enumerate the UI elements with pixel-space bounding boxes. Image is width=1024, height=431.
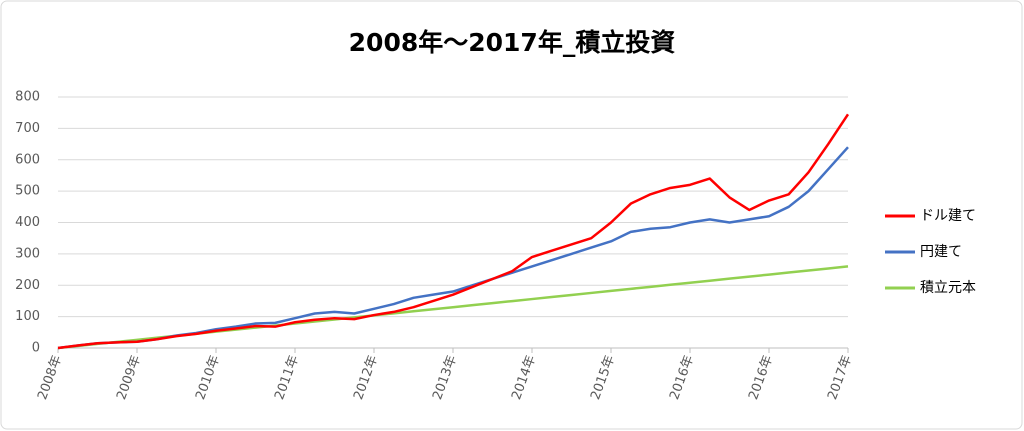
chart-title: 2008年～2017年_積立投資: [349, 28, 676, 57]
y-tick-label: 200: [15, 278, 40, 293]
y-tick-label: 800: [15, 90, 40, 105]
legend-label: 積立元本: [920, 280, 976, 296]
legend-label: 円建て: [920, 244, 962, 260]
legend-label: ドル建て: [920, 208, 976, 224]
y-tick-label: 700: [15, 121, 40, 136]
y-tick-label: 300: [15, 246, 40, 261]
y-tick-label: 100: [15, 309, 40, 324]
series-line: [57, 113, 850, 350]
y-tick-label: 600: [15, 152, 40, 167]
y-tick-label: 400: [15, 215, 40, 230]
y-tick-label: 500: [15, 184, 40, 199]
y-tick-label: 0: [32, 341, 40, 356]
